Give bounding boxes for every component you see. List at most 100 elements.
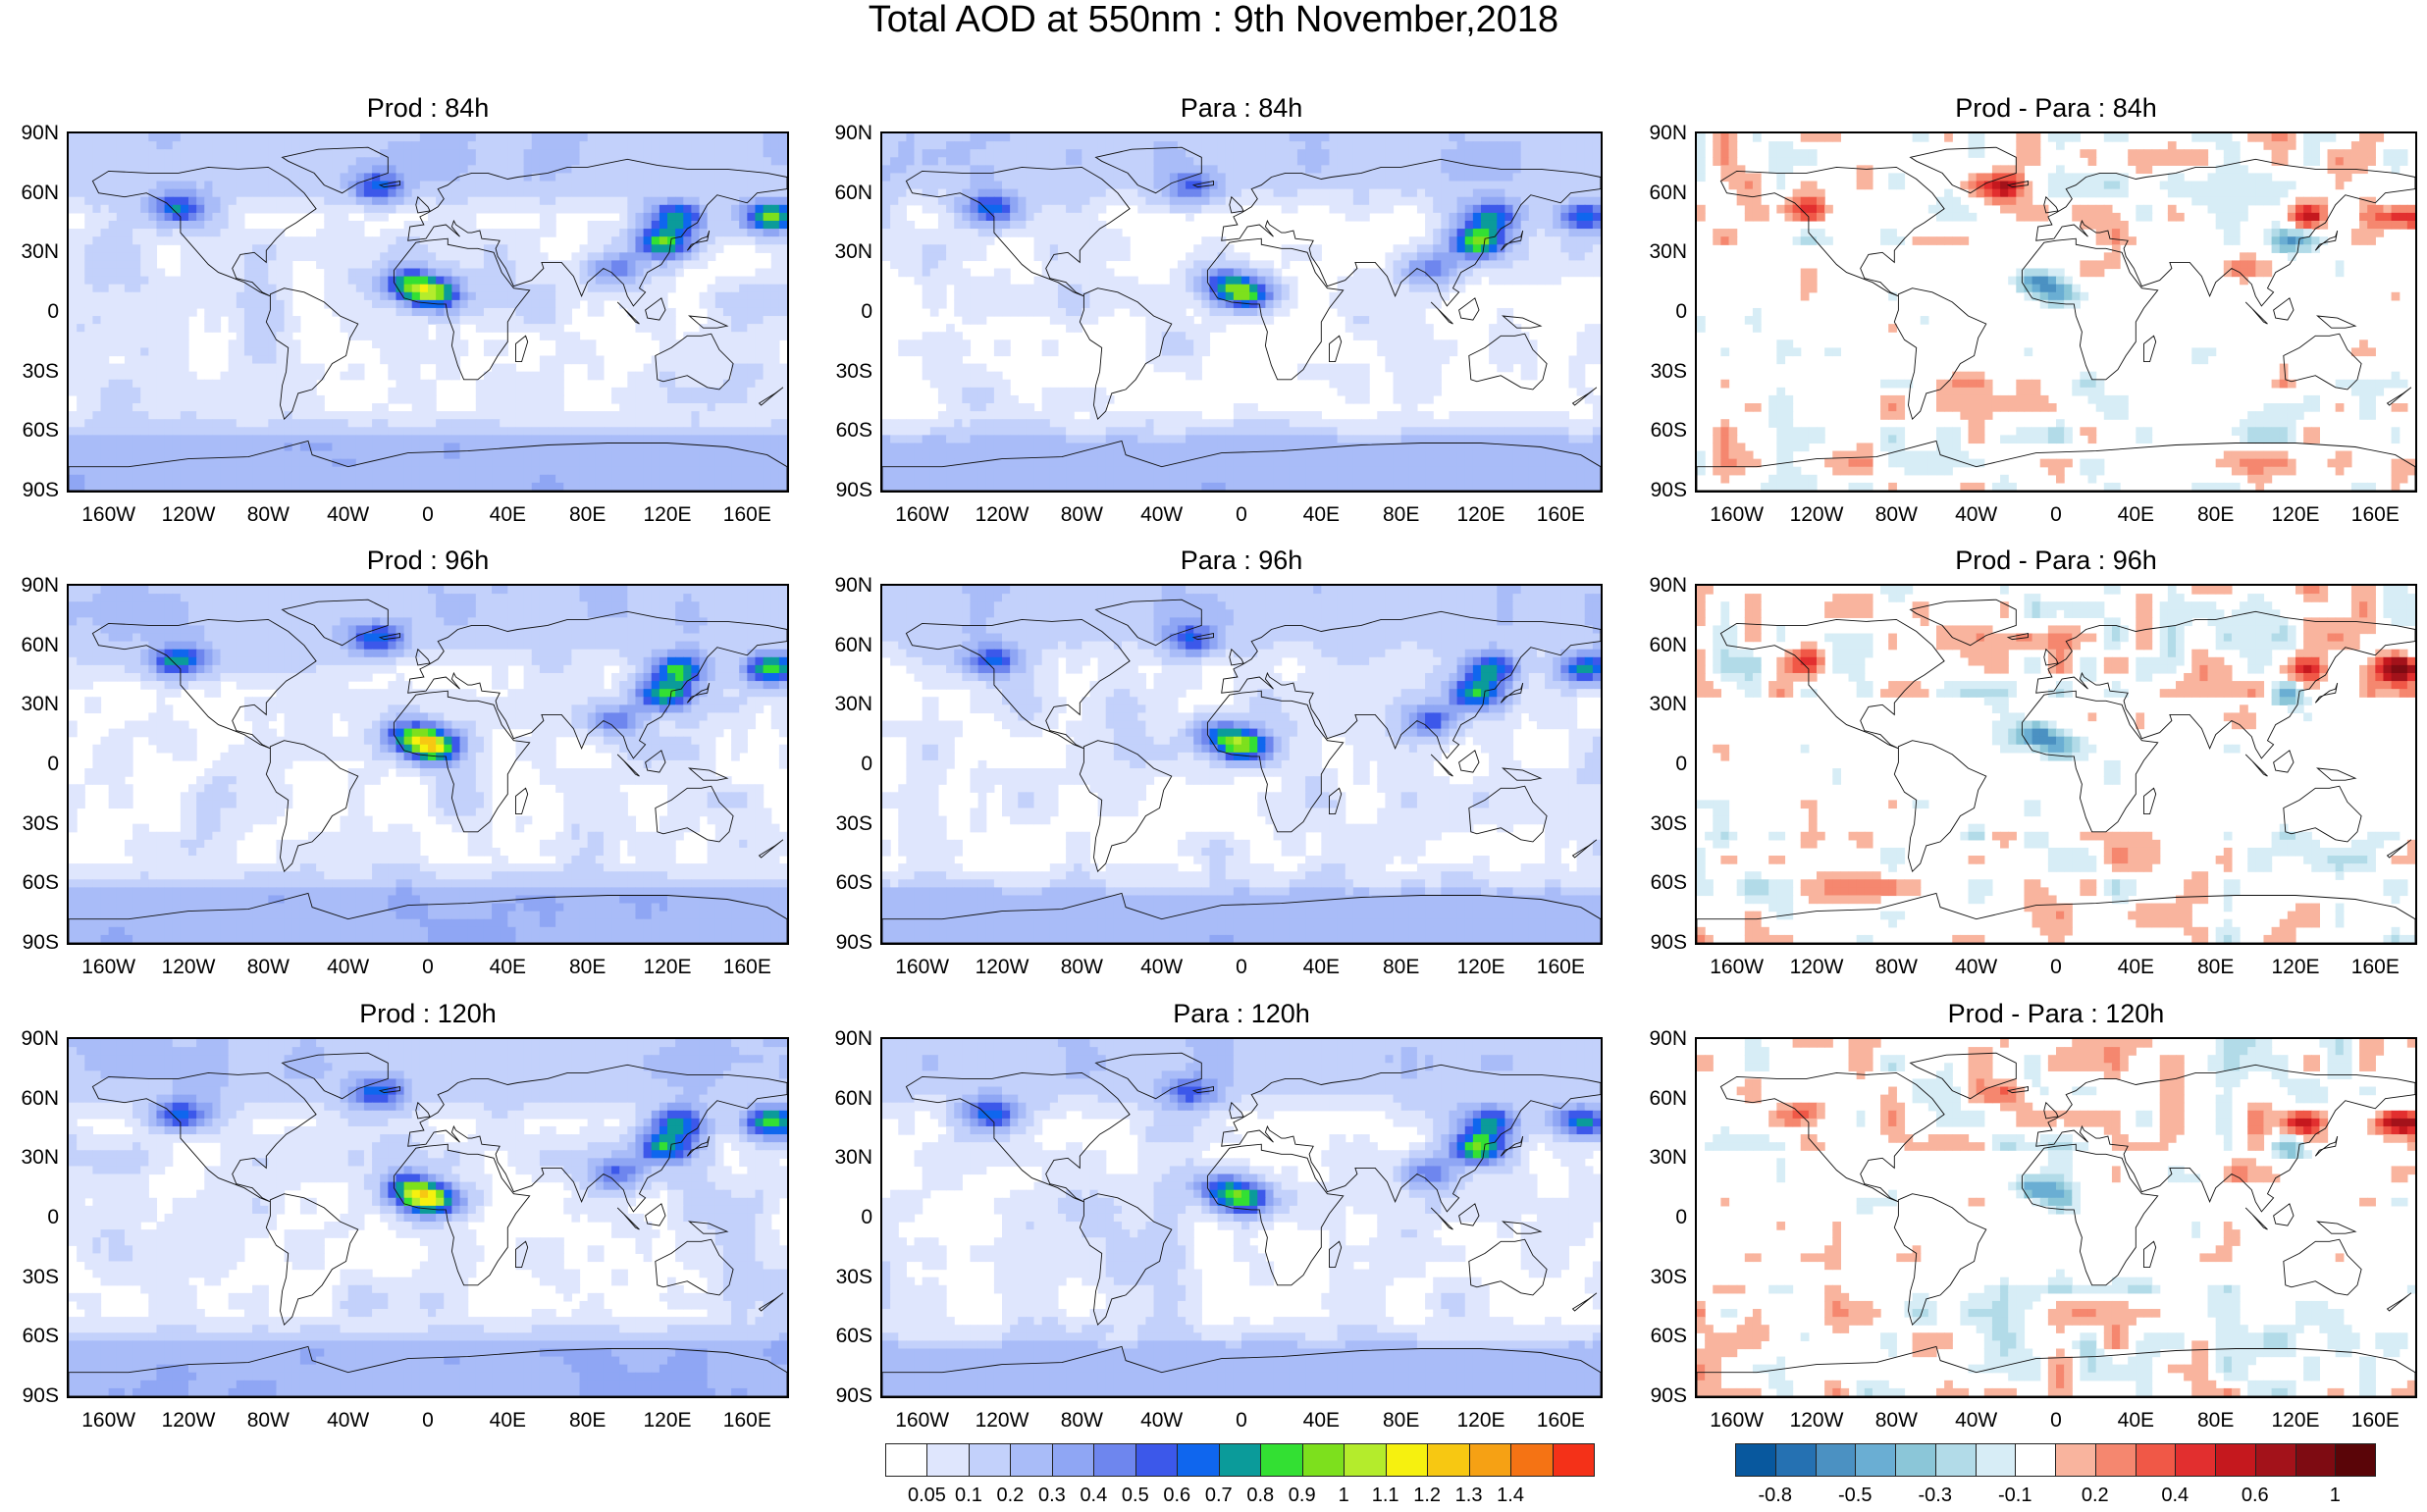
aod-grid-cell <box>364 427 373 436</box>
aod-grid-cell <box>84 380 93 389</box>
aod-grid-cell <box>755 292 764 301</box>
aod-grid-cell <box>165 388 174 396</box>
aod-grid-cell <box>986 173 995 182</box>
aod-grid-cell <box>221 277 230 286</box>
aod-grid-cell <box>117 244 126 253</box>
aod-grid-cell <box>611 475 620 484</box>
aod-grid-cell <box>1313 157 1322 166</box>
aod-grid-cell <box>101 467 110 476</box>
aod-grid-cell <box>109 300 118 309</box>
aod-grid-cell <box>484 182 493 190</box>
aod-grid-cell <box>723 388 732 396</box>
aod-grid-cell <box>1353 197 1362 206</box>
aod-grid-cell <box>739 133 748 142</box>
aod-grid-cell <box>1585 236 1594 245</box>
aod-grid-cell <box>1489 213 1498 222</box>
aod-grid-cell <box>252 427 261 436</box>
aod-grid-cell <box>356 229 365 237</box>
aod-grid-cell <box>946 213 955 222</box>
aod-grid-cell <box>404 355 413 364</box>
aod-grid-cell <box>348 451 357 460</box>
aod-grid-cell <box>1457 173 1466 182</box>
aod-grid-cell <box>1457 189 1466 198</box>
aod-grid-cell <box>348 372 357 381</box>
aod-grid-cell <box>739 419 748 428</box>
aod-grid-cell <box>252 165 261 174</box>
aod-grid-cell <box>1186 213 1194 222</box>
aod-grid-cell <box>1321 189 1330 198</box>
aod-grid-cell <box>1282 149 1291 158</box>
aod-grid-cell <box>500 236 508 245</box>
aod-grid-cell <box>764 292 772 301</box>
aod-grid-cell <box>507 260 516 269</box>
aod-grid-cell <box>962 205 971 214</box>
aod-grid-cell <box>700 355 709 364</box>
aod-grid-cell <box>1162 205 1171 214</box>
aod-grid-cell <box>675 411 684 420</box>
aod-grid-cell <box>1178 197 1187 206</box>
aod-grid-cell <box>292 372 301 381</box>
aod-grid-cell <box>588 133 597 142</box>
aod-grid-cell <box>779 388 787 396</box>
aod-grid-cell <box>764 285 772 293</box>
aod-grid-cell <box>747 372 756 381</box>
aod-grid-cell <box>898 213 907 222</box>
aod-grid-cell <box>1353 277 1362 286</box>
aod-grid-cell <box>708 221 716 230</box>
aod-grid-cell <box>723 435 732 443</box>
aod-grid-cell <box>764 339 772 348</box>
aod-grid-cell <box>285 197 293 206</box>
aod-grid-cell <box>764 475 772 484</box>
aod-grid-cell <box>1457 244 1466 253</box>
aod-grid-cell <box>1145 133 1154 142</box>
aod-grid-cell <box>923 197 931 206</box>
aod-grid-cell <box>1290 182 1298 190</box>
aod-grid-cell <box>140 419 149 428</box>
aod-grid-cell <box>635 221 644 230</box>
aod-grid-cell <box>515 244 524 253</box>
aod-grid-cell <box>555 388 564 396</box>
aod-grid-cell <box>476 277 485 286</box>
aod-grid-cell <box>109 205 118 214</box>
aod-grid-cell <box>675 403 684 412</box>
aod-grid-cell <box>708 467 716 476</box>
aod-grid-cell <box>492 165 501 174</box>
aod-grid-cell <box>396 355 404 364</box>
aod-grid-cell <box>1553 133 1561 142</box>
aod-grid-cell <box>308 189 317 198</box>
aod-grid-cell <box>77 157 85 166</box>
aod-grid-cell <box>1297 165 1306 174</box>
aod-grid-cell <box>260 149 269 158</box>
aod-grid-cell <box>1593 133 1601 142</box>
aod-grid-cell <box>515 372 524 381</box>
aod-grid-cell <box>308 435 317 443</box>
aod-grid-cell <box>1186 269 1194 278</box>
aod-grid-cell <box>484 347 493 356</box>
aod-grid-cell <box>771 285 780 293</box>
aod-grid-cell <box>1417 197 1426 206</box>
aod-grid-cell <box>563 483 572 491</box>
aod-grid-cell <box>532 277 541 286</box>
aod-grid-cell <box>898 236 907 245</box>
aod-grid-cell <box>1257 197 1266 206</box>
aod-grid-cell <box>109 364 118 373</box>
aod-grid-cell <box>1577 173 1586 182</box>
aod-grid-cell <box>644 483 653 491</box>
aod-grid-cell <box>667 395 676 404</box>
aod-grid-cell <box>1170 189 1179 198</box>
aod-grid-cell <box>484 459 493 468</box>
aod-grid-cell <box>132 300 141 309</box>
aod-grid-cell <box>779 300 787 309</box>
aod-grid-cell <box>101 229 110 237</box>
aod-grid-cell <box>675 141 684 150</box>
aod-grid-cell <box>1321 149 1330 158</box>
aod-grid-cell <box>484 260 493 269</box>
aod-grid-cell <box>555 403 564 412</box>
aod-grid-cell <box>308 475 317 484</box>
aod-grid-cell <box>1553 260 1561 269</box>
aod-grid-cell <box>1178 133 1187 142</box>
aod-grid-cell <box>715 372 724 381</box>
aod-grid-cell <box>132 475 141 484</box>
aod-grid-cell <box>1042 157 1051 166</box>
